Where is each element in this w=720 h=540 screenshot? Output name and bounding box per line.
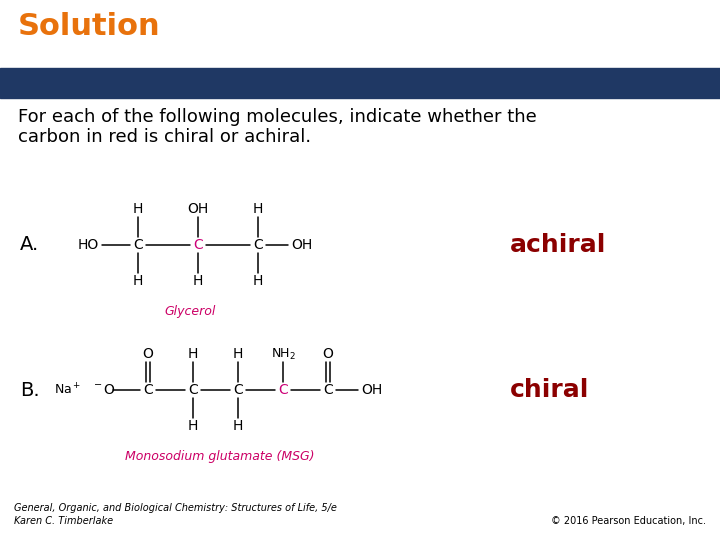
Text: H: H	[188, 347, 198, 361]
Text: C: C	[323, 383, 333, 397]
Text: C: C	[188, 383, 198, 397]
Text: C: C	[233, 383, 243, 397]
Text: General, Organic, and Biological Chemistry: Structures of Life, 5/e
Karen C. Tim: General, Organic, and Biological Chemist…	[14, 503, 337, 526]
Text: Solution: Solution	[18, 12, 161, 41]
Text: B.: B.	[20, 381, 40, 400]
Text: C: C	[193, 238, 203, 252]
Text: C: C	[133, 238, 143, 252]
Text: O: O	[143, 347, 153, 361]
Text: H: H	[132, 202, 143, 216]
Text: C: C	[253, 238, 263, 252]
Text: Glycerol: Glycerol	[164, 305, 216, 318]
Text: H: H	[233, 419, 243, 433]
Text: For each of the following molecules, indicate whether the: For each of the following molecules, ind…	[18, 108, 536, 126]
Text: H: H	[188, 419, 198, 433]
Text: C: C	[143, 383, 153, 397]
Text: $^-$O: $^-$O	[91, 383, 115, 397]
Text: Na$^+$: Na$^+$	[55, 382, 81, 397]
Text: chiral: chiral	[510, 378, 590, 402]
Text: H: H	[233, 347, 243, 361]
Text: H: H	[132, 274, 143, 288]
Text: A.: A.	[20, 235, 40, 254]
Text: NH$_2$: NH$_2$	[271, 347, 295, 362]
Text: © 2016 Pearson Education, Inc.: © 2016 Pearson Education, Inc.	[551, 516, 706, 526]
Text: Monosodium glutamate (MSG): Monosodium glutamate (MSG)	[125, 450, 315, 463]
Text: OH: OH	[187, 202, 209, 216]
Text: achiral: achiral	[510, 233, 606, 257]
Text: H: H	[253, 274, 264, 288]
Text: OH: OH	[292, 238, 312, 252]
Text: HO: HO	[77, 238, 99, 252]
Bar	[0, 68, 720, 98]
Text: carbon in red is chiral or achiral.: carbon in red is chiral or achiral.	[18, 128, 311, 146]
Text: H: H	[253, 202, 264, 216]
Text: O: O	[323, 347, 333, 361]
Text: OH: OH	[361, 383, 382, 397]
Text: H: H	[193, 274, 203, 288]
Text: C: C	[278, 383, 288, 397]
